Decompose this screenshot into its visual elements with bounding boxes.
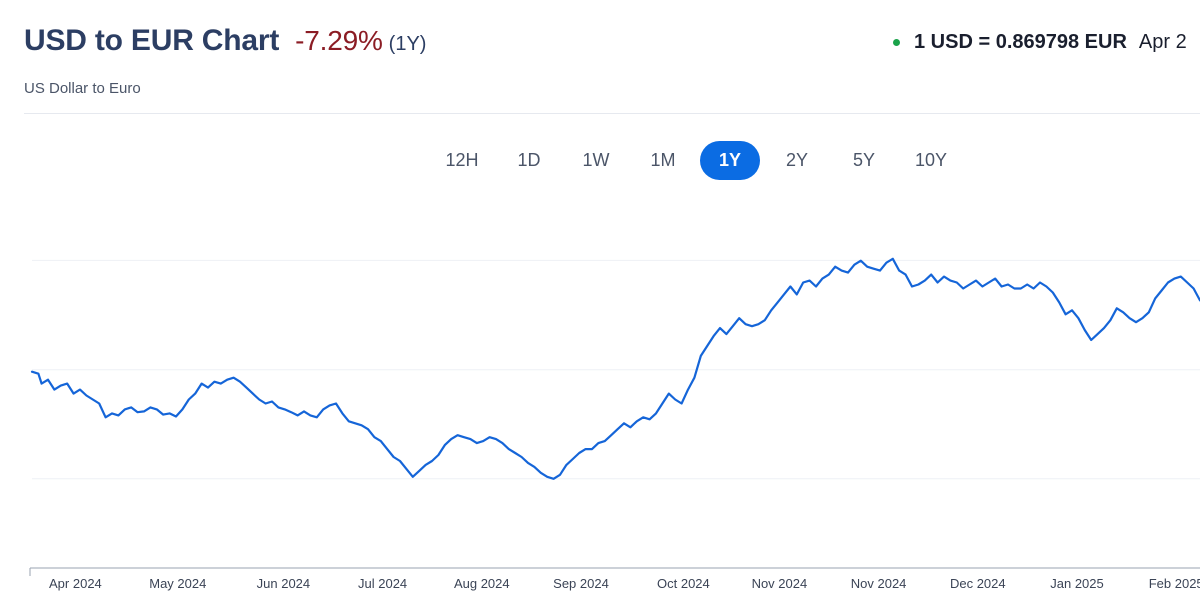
live-dot-icon bbox=[893, 39, 900, 46]
series-line bbox=[30, 257, 1200, 480]
range-button-12h[interactable]: 12H bbox=[432, 141, 492, 180]
range-button-1y[interactable]: 1Y bbox=[700, 141, 760, 180]
change-percent: -7.29% bbox=[295, 25, 383, 56]
chart-header: USD to EUR Chart -7.29% (1Y) US Dollar t… bbox=[0, 0, 1200, 120]
page-subtitle: US Dollar to Euro bbox=[24, 80, 141, 97]
x-tick-label: Apr 2024 bbox=[49, 576, 102, 591]
x-tick-label: Dec 2024 bbox=[950, 576, 1006, 591]
x-tick-label: Jul 2024 bbox=[358, 576, 407, 591]
x-tick-label: May 2024 bbox=[149, 576, 206, 591]
x-tick-label: Nov 2024 bbox=[752, 576, 808, 591]
chart-svg[interactable]: Apr 2024 May 2024 Jun 2024 Jul 2024 Aug 2024… bbox=[0, 200, 1200, 600]
range-button-2y[interactable]: 2Y bbox=[767, 141, 827, 180]
title-row: USD to EUR Chart -7.29% (1Y) bbox=[24, 24, 426, 58]
x-tick-label: Jun 2024 bbox=[257, 576, 311, 591]
range-button-10y[interactable]: 10Y bbox=[901, 141, 961, 180]
range-button-1d[interactable]: 1D bbox=[499, 141, 559, 180]
x-tick-label: Feb 2025 bbox=[1149, 576, 1200, 591]
range-button-1m[interactable]: 1M bbox=[633, 141, 693, 180]
range-selector: 12H 1D 1W 1M 1Y 2Y 5Y 10Y bbox=[432, 141, 968, 180]
line-chart[interactable]: Apr 2024 May 2024 Jun 2024 Jul 2024 Aug 2024… bbox=[0, 200, 1200, 600]
page-title: USD to EUR Chart bbox=[24, 24, 280, 57]
header-divider bbox=[24, 113, 1200, 114]
rate-value: 1 USD = 0.869798 EUR bbox=[914, 31, 1127, 53]
x-tick-label: Nov 2024 bbox=[851, 576, 907, 591]
range-button-1w[interactable]: 1W bbox=[566, 141, 626, 180]
x-tick-label: Oct 2024 bbox=[657, 576, 710, 591]
rate-date: Apr 2 bbox=[1138, 31, 1187, 53]
x-tick-label: Aug 2024 bbox=[454, 576, 510, 591]
x-tick-label: Sep 2024 bbox=[553, 576, 609, 591]
range-button-5y[interactable]: 5Y bbox=[834, 141, 894, 180]
live-rate: 1 USD = 0.869798 EUR Apr 2 bbox=[893, 31, 1187, 54]
change-period: (1Y) bbox=[388, 33, 427, 55]
x-tick-label: Jan 2025 bbox=[1050, 576, 1104, 591]
